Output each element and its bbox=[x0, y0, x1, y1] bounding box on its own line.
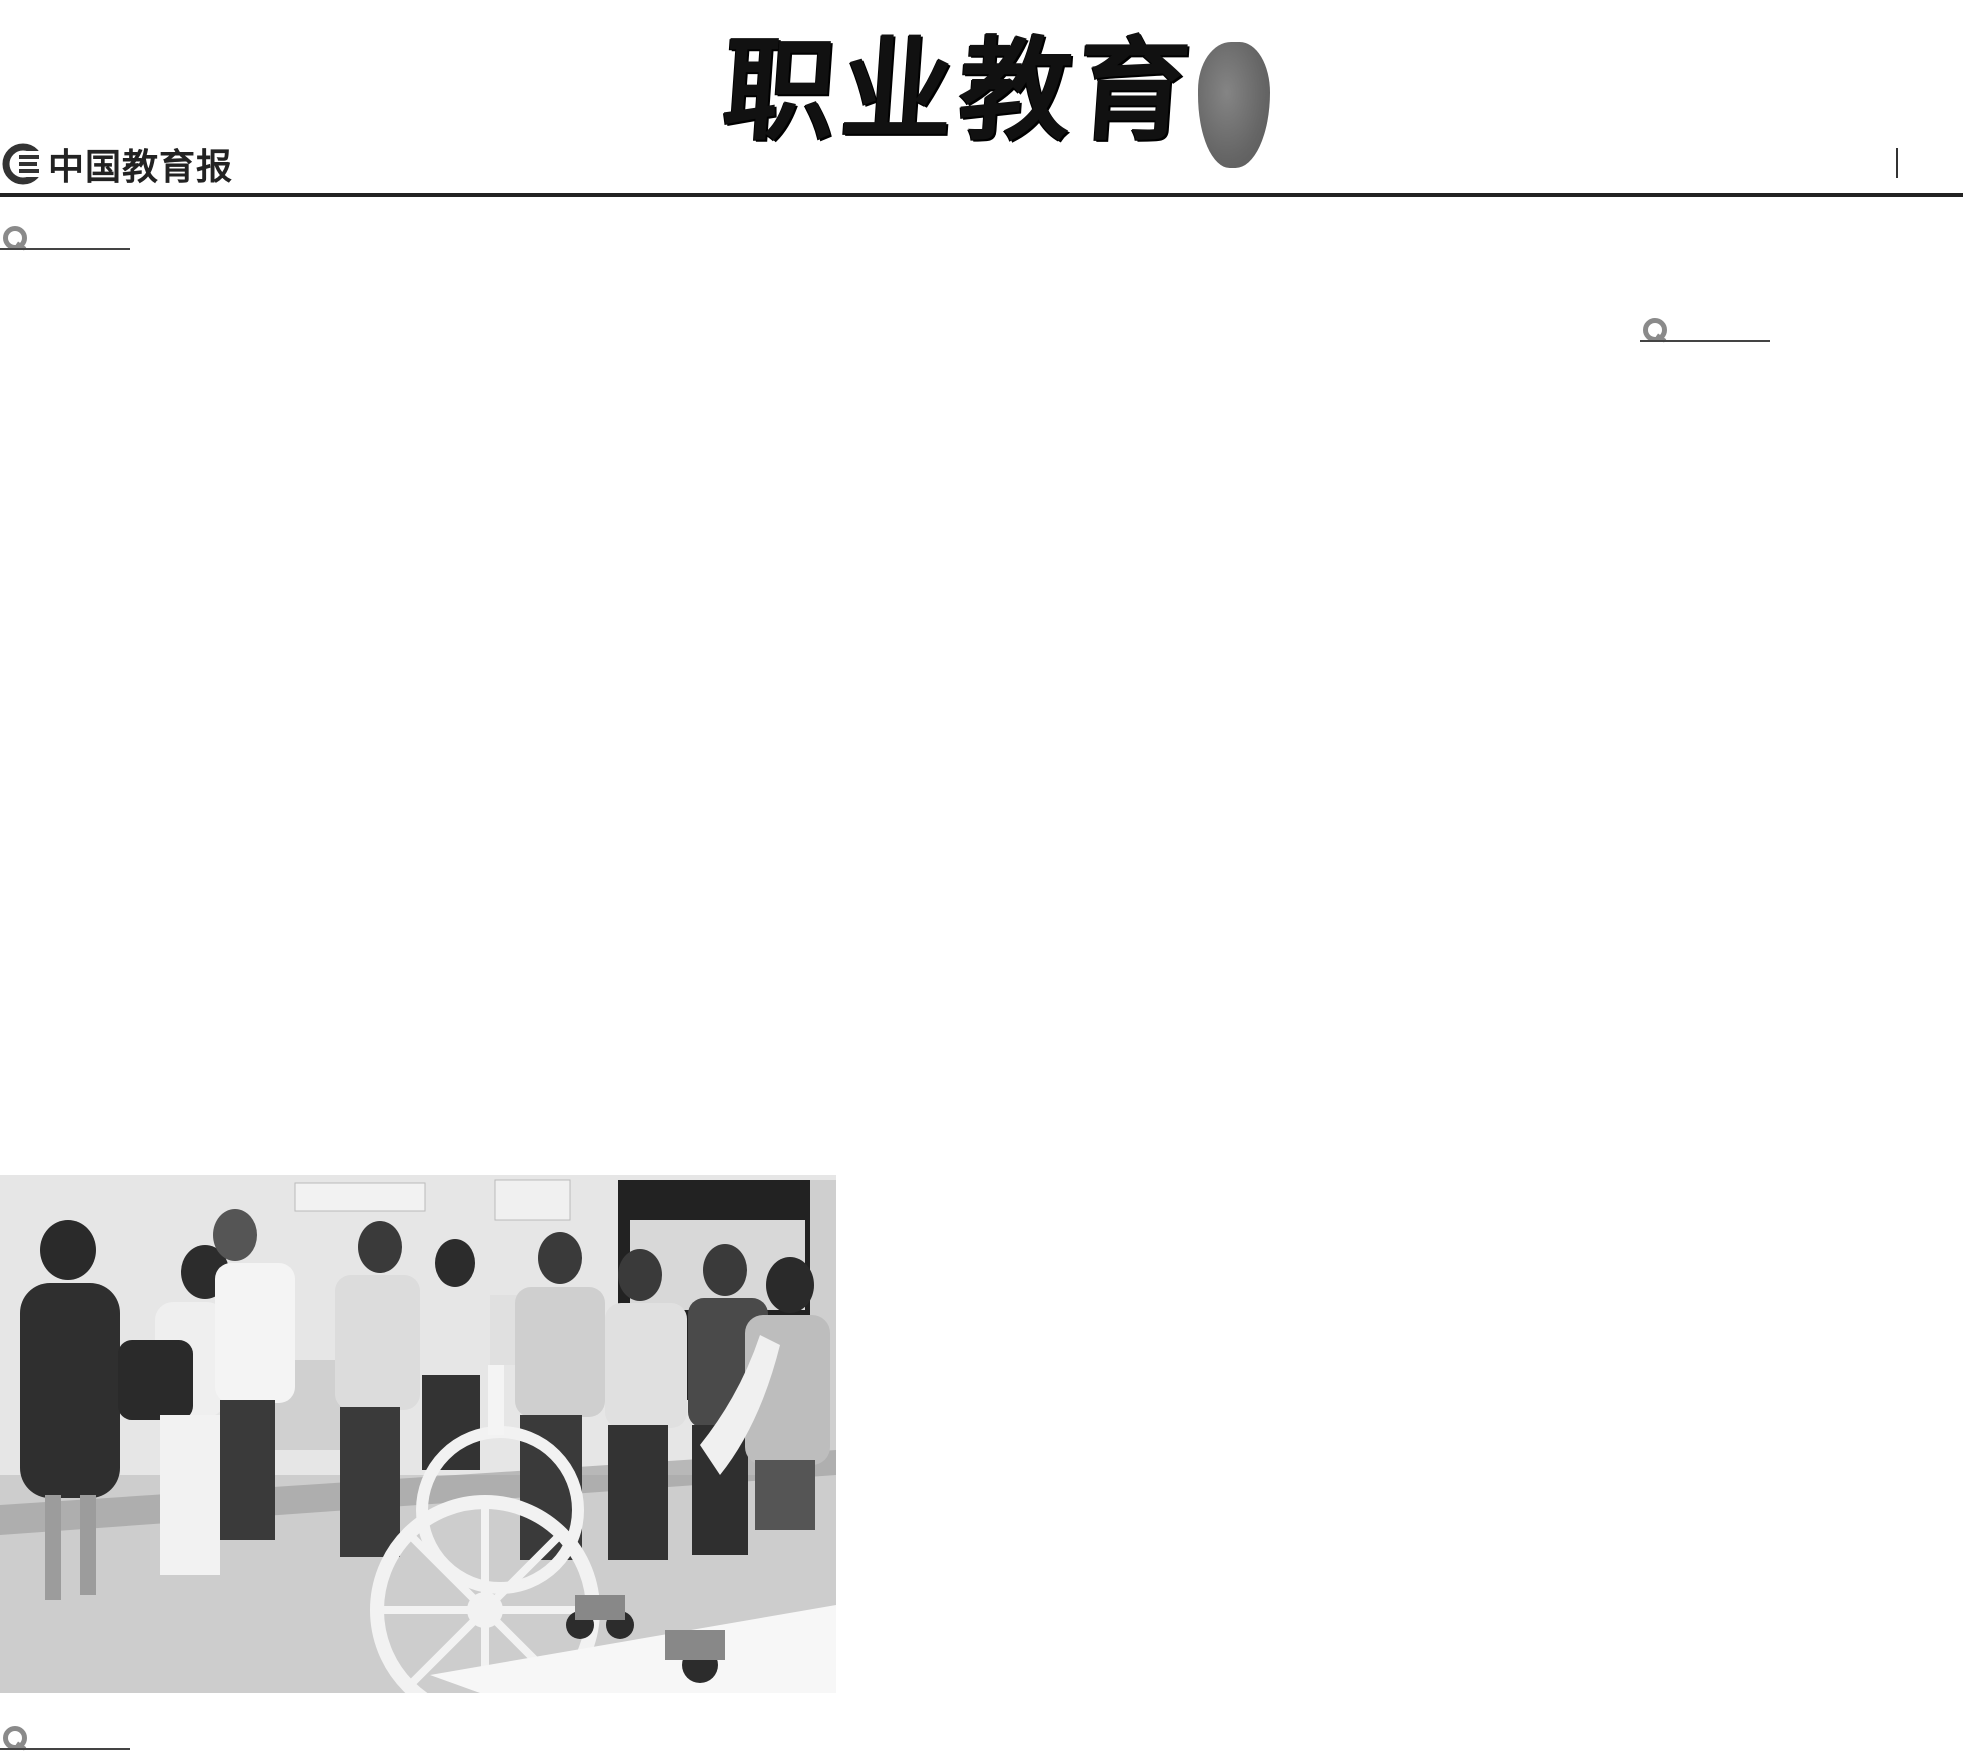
magnifier-icon bbox=[3, 226, 27, 250]
magnifier-icon bbox=[3, 1726, 27, 1750]
seal-stamp-icon bbox=[1198, 42, 1270, 168]
news-photo bbox=[0, 1175, 836, 1693]
magnifier-icon bbox=[1643, 318, 1667, 342]
section-marker-top-left bbox=[0, 222, 130, 252]
photo-scene bbox=[0, 1175, 836, 1693]
header-rule bbox=[0, 193, 1963, 197]
masthead-title: 职业教育 bbox=[718, 25, 1200, 156]
header-divider-tick bbox=[1896, 148, 1898, 178]
section-marker-bottom-left bbox=[0, 1722, 130, 1752]
newspaper-logo-icon bbox=[2, 143, 44, 185]
newspaper-logo: 中国教育报 bbox=[2, 136, 233, 192]
section-marker-right bbox=[1640, 314, 1770, 344]
newspaper-name: 中国教育报 bbox=[48, 146, 234, 188]
